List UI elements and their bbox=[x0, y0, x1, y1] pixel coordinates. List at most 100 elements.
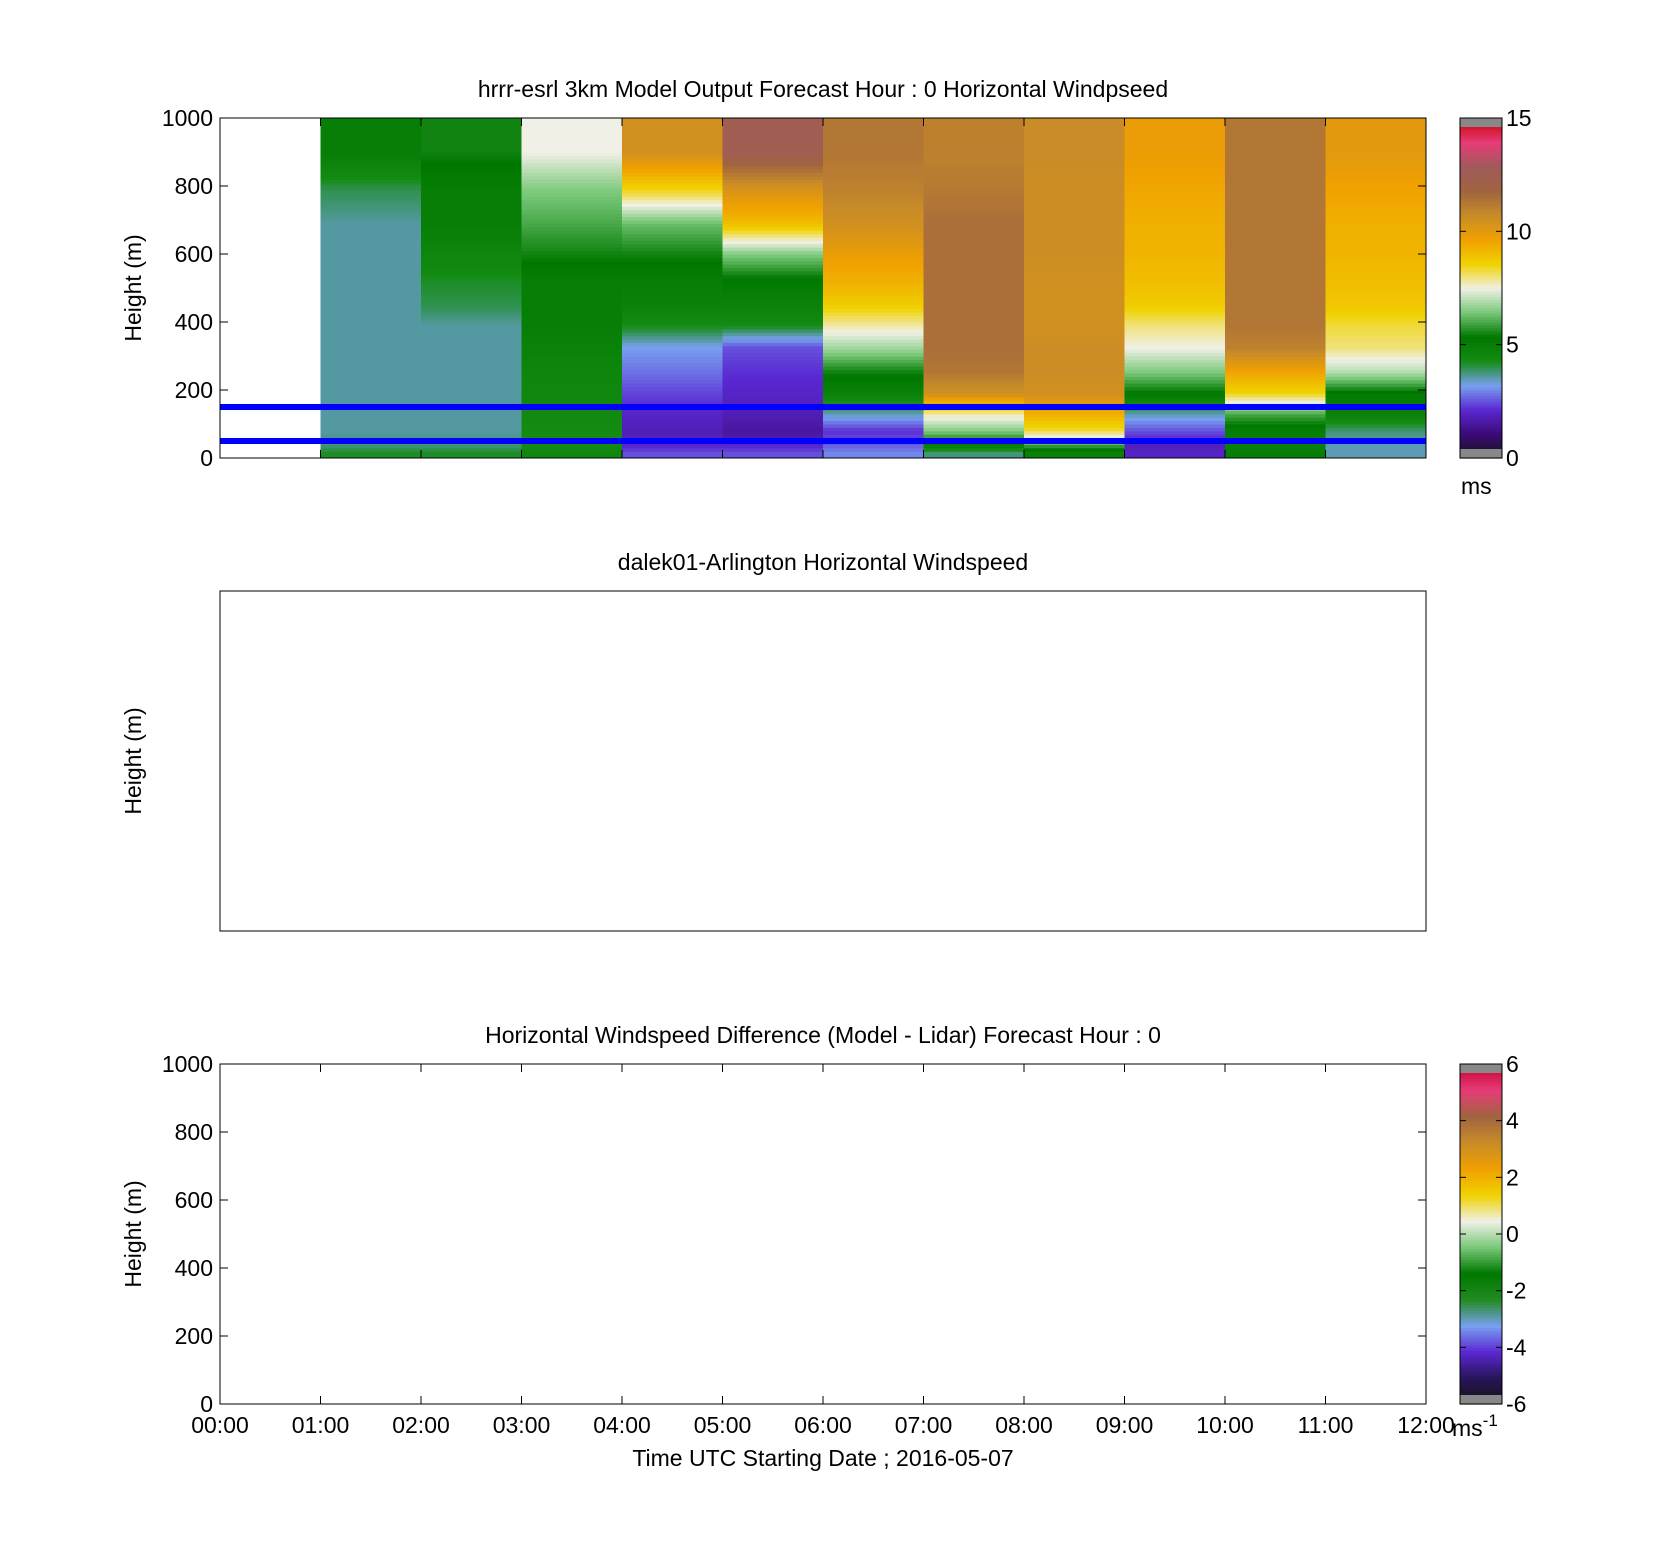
heatmap-cell bbox=[421, 1139, 522, 1143]
heatmap-cell bbox=[421, 1268, 522, 1272]
heatmap-cell bbox=[1024, 444, 1125, 449]
heatmap-cell bbox=[521, 175, 623, 180]
heatmap-cell bbox=[823, 328, 924, 333]
heatmap-cell bbox=[722, 260, 824, 265]
heatmap-cell bbox=[321, 1316, 422, 1320]
heatmap-cell bbox=[622, 237, 723, 241]
heatmap-cell bbox=[421, 417, 522, 422]
heatmap-cell bbox=[1325, 328, 1426, 333]
heatmap-cell bbox=[1225, 271, 1326, 275]
heatmap-cell bbox=[522, 1064, 623, 1068]
heatmap-cell bbox=[1225, 1074, 1326, 1078]
colorbar-segment bbox=[1460, 1338, 1502, 1343]
colorbar-segment bbox=[1460, 1287, 1502, 1292]
heatmap-cell bbox=[923, 396, 1025, 401]
heatmap-cell bbox=[622, 138, 723, 143]
heatmap-cell bbox=[421, 1224, 522, 1228]
colorbar-segment bbox=[1460, 1262, 1502, 1266]
heatmap-cell bbox=[521, 373, 623, 377]
heatmap-cell bbox=[622, 427, 723, 432]
heatmap-cell bbox=[421, 172, 522, 177]
heatmap-cell bbox=[622, 454, 723, 458]
heatmap-cell bbox=[1124, 145, 1226, 150]
heatmap-cell bbox=[1124, 308, 1226, 313]
heatmap-cell bbox=[622, 1278, 723, 1282]
colorbar-segment bbox=[1460, 1296, 1502, 1300]
colorbar-segment bbox=[1460, 1259, 1502, 1263]
heatmap-cell bbox=[722, 250, 824, 255]
heatmap-cell bbox=[421, 1169, 522, 1173]
heatmap-cell bbox=[1326, 1350, 1427, 1354]
heatmap-cell bbox=[522, 1360, 623, 1364]
colorbar-segment bbox=[1460, 126, 1502, 130]
heatmap-cell bbox=[823, 1146, 924, 1150]
heatmap-cell bbox=[722, 169, 824, 173]
heatmap-cell bbox=[1125, 1197, 1226, 1201]
heatmap-cell bbox=[622, 131, 723, 136]
heatmap-cell bbox=[1024, 393, 1125, 398]
colorbar-segment bbox=[1460, 1304, 1502, 1309]
heatmap-cell bbox=[1325, 390, 1426, 394]
heatmap-cell bbox=[320, 206, 422, 211]
heatmap-cell bbox=[923, 291, 1025, 296]
heatmap-cell bbox=[1125, 1322, 1226, 1326]
heatmap-cell bbox=[1225, 1231, 1326, 1235]
heatmap-cell bbox=[1225, 1322, 1326, 1326]
heatmap-cell bbox=[622, 206, 723, 211]
heatmap-cell bbox=[924, 1326, 1025, 1330]
heatmap-cell bbox=[522, 1292, 623, 1296]
colorbar-segment bbox=[1460, 404, 1502, 408]
heatmap-cell bbox=[1124, 199, 1226, 204]
heatmap-cell bbox=[622, 1302, 723, 1306]
heatmap-cell bbox=[823, 400, 924, 405]
heatmap-cell bbox=[522, 1118, 623, 1122]
x-tick-label: 02:00 bbox=[392, 1412, 450, 1438]
heatmap-cell bbox=[421, 1241, 522, 1245]
heatmap-cell bbox=[622, 325, 723, 330]
colorbar-segment bbox=[1460, 409, 1502, 414]
heatmap-cell bbox=[723, 1309, 824, 1313]
heatmap-cell bbox=[522, 1275, 623, 1279]
heatmap-cell bbox=[521, 366, 623, 371]
heatmap-cell bbox=[722, 233, 824, 238]
heatmap-cell bbox=[1125, 1159, 1226, 1163]
heatmap-cell bbox=[321, 1363, 422, 1367]
heatmap-cell bbox=[622, 1217, 723, 1221]
colorbar-segment bbox=[1460, 1132, 1502, 1136]
colorbar-segment bbox=[1460, 347, 1502, 351]
heatmap-cell bbox=[1024, 308, 1125, 313]
heatmap-cell bbox=[1124, 281, 1226, 286]
heatmap-cell bbox=[1326, 1370, 1427, 1374]
heatmap-cell bbox=[1125, 1163, 1226, 1167]
heatmap-cell bbox=[1326, 1081, 1427, 1085]
heatmap-cell bbox=[923, 298, 1025, 303]
colorbar-segment bbox=[1460, 446, 1502, 451]
heatmap-cell bbox=[1125, 1173, 1226, 1177]
heatmap-cell bbox=[823, 1200, 924, 1204]
heatmap-cell bbox=[1124, 410, 1226, 415]
heatmap-cell bbox=[923, 247, 1025, 252]
heatmap-cell bbox=[1326, 1071, 1427, 1075]
heatmap-cell bbox=[923, 335, 1025, 340]
heatmap-cell bbox=[823, 352, 924, 357]
heatmap-cell bbox=[722, 352, 824, 357]
heatmap-cell bbox=[320, 182, 422, 187]
heatmap-cell bbox=[1024, 1139, 1125, 1143]
heatmap-cell bbox=[723, 1367, 824, 1371]
heatmap-cell bbox=[1326, 1186, 1427, 1190]
heatmap-cell bbox=[1325, 311, 1426, 316]
colorbar-segment bbox=[1460, 299, 1502, 303]
heatmap-cell bbox=[522, 1091, 623, 1095]
heatmap-cell bbox=[1024, 1159, 1125, 1163]
heatmap-cell bbox=[1225, 1265, 1326, 1269]
heatmap-cell bbox=[1024, 237, 1125, 241]
heatmap-cell bbox=[421, 1163, 522, 1167]
heatmap-cell bbox=[421, 1142, 522, 1146]
heatmap-cell bbox=[622, 277, 723, 282]
heatmap-cell bbox=[722, 226, 824, 231]
heatmap-cell bbox=[723, 1091, 824, 1095]
heatmap-cell bbox=[1024, 145, 1125, 150]
heatmap-cell bbox=[1225, 192, 1326, 197]
colorbar-segment bbox=[1460, 313, 1502, 317]
heatmap-cell bbox=[1225, 1254, 1326, 1258]
